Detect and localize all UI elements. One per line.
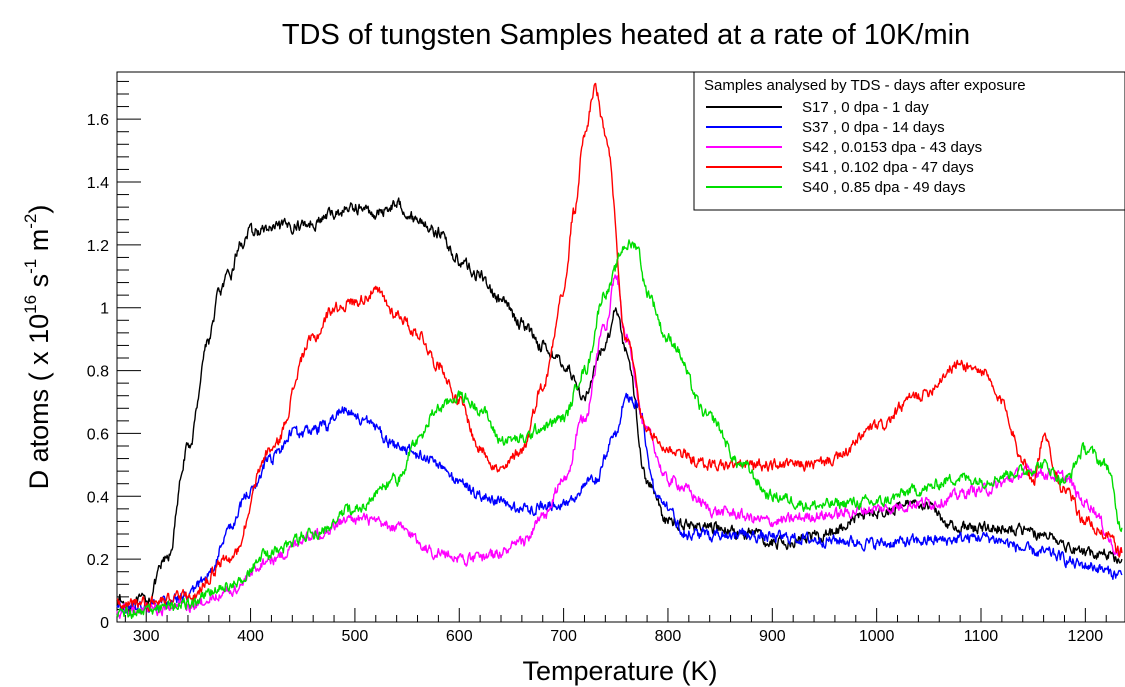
x-tick-label: 1000: [859, 628, 895, 645]
series-line-2: [116, 274, 1123, 619]
series-line-3: [116, 82, 1123, 612]
x-tick-label: 300: [133, 628, 160, 645]
legend: Samples analysed by TDS - days after exp…: [693, 71, 1125, 211]
y-tick-label: 0.8: [87, 364, 109, 381]
legend-entries: S17 , 0 dpa - 1 day S37 , 0 dpa - 14 days…: [706, 99, 982, 196]
x-tick-label: 800: [655, 628, 682, 645]
series-line-1: [116, 392, 1123, 614]
y-axis-title-exp1: 16: [21, 295, 40, 314]
legend-label: S40 , 0.85 dpa - 49 days: [802, 179, 965, 196]
legend-label: S37 , 0 dpa - 14 days: [802, 119, 945, 136]
y-axis-title-mid2: m: [24, 229, 54, 259]
y-tick-label: 0.4: [87, 489, 109, 506]
y-tick-label: 0: [100, 615, 109, 632]
x-tick-label: 1100: [964, 628, 999, 645]
y-tick-label: 0.6: [87, 426, 109, 443]
series-line-4: [116, 239, 1123, 620]
y-tick-label: 1.6: [87, 112, 109, 129]
x-tick-label: 500: [342, 628, 369, 645]
legend-label: S17 , 0 dpa - 1 day: [802, 99, 929, 116]
y-tick-label: 0.2: [87, 552, 109, 569]
y-tick-label: 1.2: [87, 238, 109, 255]
y-tick-label: 1: [100, 301, 109, 318]
y-axis-title-mid: s: [24, 274, 54, 295]
x-tick-label: 1200: [1068, 628, 1104, 645]
y-axis-title-prefix: D atoms ( x 10: [24, 314, 54, 490]
x-tick-label: 400: [237, 628, 264, 645]
x-axis: 300 400 500 600 700 800 900 1000 1100 1200: [124, 608, 1107, 645]
legend-label: S42 , 0.0153 dpa - 43 days: [802, 139, 982, 156]
y-axis: 0 0.2 0.4 0.6 0.8 1 1.2 1.4 1.6: [87, 80, 141, 632]
x-tick-label: 600: [446, 628, 473, 645]
y-axis-title-suffix: ): [24, 205, 54, 214]
x-tick-label: 700: [550, 628, 577, 645]
y-tick-label: 1.4: [87, 175, 109, 192]
y-axis-title: D atoms ( x 1016 s-1 m-2): [21, 205, 54, 490]
legend-title: Samples analysed by TDS - days after exp…: [704, 77, 1026, 94]
x-tick-label: 900: [759, 628, 786, 645]
x-axis-title: Temperature (K): [522, 656, 717, 686]
y-axis-title-exp3: -2: [21, 214, 40, 229]
plot-frame: [116, 71, 1125, 623]
chart-title: TDS of tungsten Samples heated at a rate…: [282, 19, 970, 51]
series-line-0: [116, 197, 1123, 613]
y-axis-title-exp2: -1: [21, 259, 40, 274]
series-lines: [116, 82, 1123, 620]
legend-label: S41 , 0.102 dpa - 47 days: [802, 159, 974, 176]
plot-area: [116, 71, 1125, 623]
